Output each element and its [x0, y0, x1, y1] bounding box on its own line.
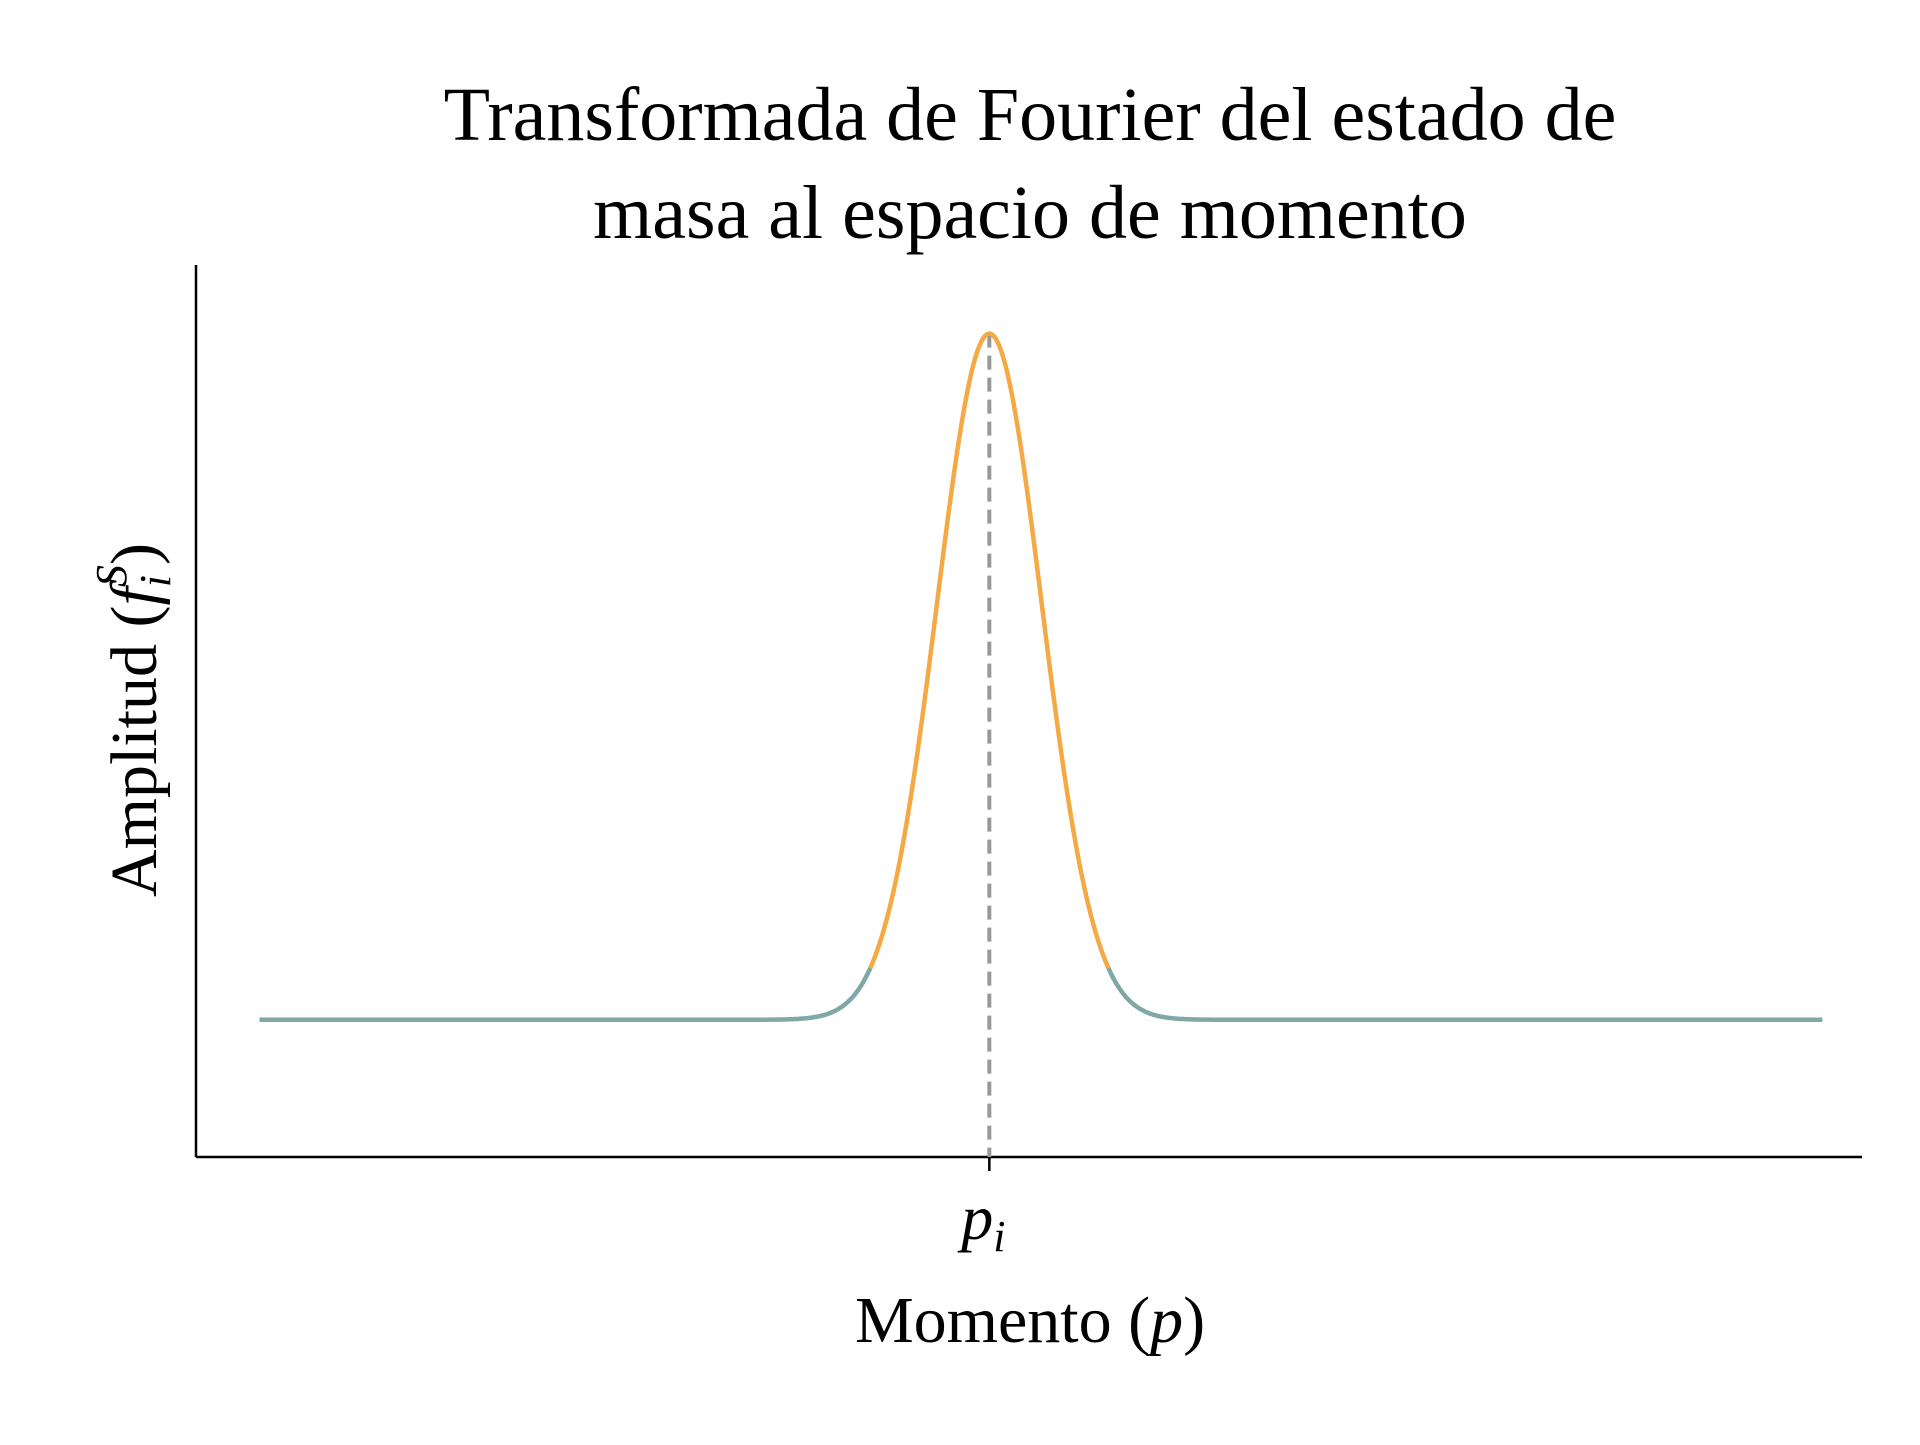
x-tick-label: pi — [957, 1182, 1005, 1261]
x-axis-label-text: Momento ( — [855, 1284, 1150, 1357]
y-axis-label-sub: i — [131, 575, 180, 587]
curve-peak-highlight — [868, 331, 1111, 969]
curve-left-tail — [259, 966, 873, 1023]
x-tick-label-sub: i — [993, 1212, 1005, 1261]
curve-group — [259, 331, 1823, 1023]
chart-title-line-2: masa al espacio de momento — [593, 171, 1467, 255]
y-axis-label-sup: S — [87, 565, 136, 587]
y-axis-label-text: Amplitud ( — [98, 606, 171, 898]
x-axis-label-math: p — [1146, 1284, 1183, 1357]
x-axis-label-close: ) — [1183, 1284, 1205, 1357]
x-ticks-group: pi — [957, 1157, 1005, 1261]
y-axis-label-close: ) — [98, 543, 171, 565]
chart-title-line-1: Transformada de Fourier del estado de — [444, 73, 1617, 157]
y-axis-label: Amplitud (fiS) — [87, 543, 180, 897]
x-tick-label-math: p — [957, 1182, 993, 1253]
curve-right-tail — [1106, 966, 1823, 1023]
x-axis-label: Momento (p) — [855, 1284, 1205, 1357]
